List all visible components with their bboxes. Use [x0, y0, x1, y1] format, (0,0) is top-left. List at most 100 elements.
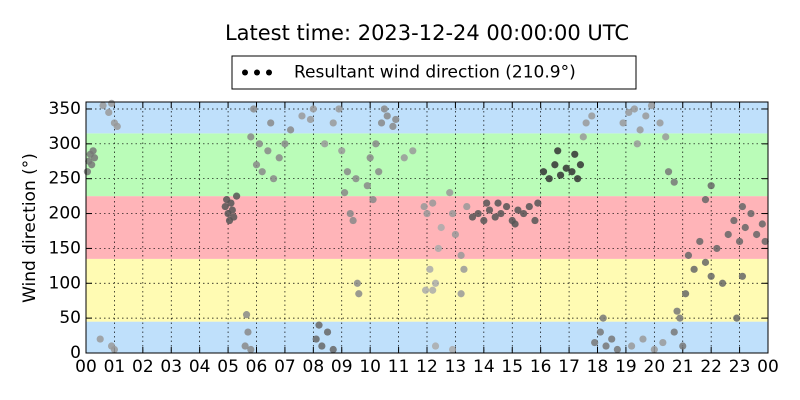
data-point — [554, 147, 562, 155]
data-point — [514, 206, 522, 214]
data-point — [738, 202, 747, 211]
data-point — [335, 105, 343, 113]
x-tick-label: 02 — [132, 357, 154, 377]
data-point — [446, 189, 454, 197]
data-point — [340, 189, 349, 197]
data-point — [460, 265, 468, 273]
data-point — [741, 223, 749, 232]
x-tick-label: 20 — [644, 357, 666, 377]
data-point — [628, 342, 636, 350]
x-tick-label: 12 — [416, 357, 438, 377]
data-point — [247, 345, 255, 354]
data-point — [242, 311, 251, 319]
data-point — [579, 133, 587, 141]
data-point — [608, 335, 616, 343]
x-tick-label: 13 — [445, 357, 467, 377]
data-point — [457, 290, 465, 298]
data-point — [602, 342, 610, 350]
data-point — [591, 338, 599, 347]
data-point — [735, 237, 744, 246]
x-tick-label: 15 — [501, 357, 523, 377]
data-point — [247, 133, 255, 141]
data-point — [562, 164, 570, 172]
data-point — [474, 209, 482, 218]
data-point — [633, 140, 641, 148]
data-point — [758, 220, 766, 228]
data-point — [352, 175, 360, 183]
data-point — [431, 279, 440, 287]
chart-title: Latest time: 2023-12-24 00:00:00 UTC — [225, 21, 629, 45]
data-point — [434, 244, 442, 253]
data-point — [576, 161, 585, 169]
data-point — [468, 213, 477, 221]
data-point — [568, 168, 576, 176]
data-point — [377, 119, 386, 127]
data-point — [463, 202, 471, 211]
data-point — [761, 237, 769, 246]
data-point — [636, 126, 644, 134]
x-tick-label: 10 — [359, 357, 381, 377]
y-tick-label: 250 — [49, 169, 81, 189]
data-point — [338, 147, 346, 155]
data-point — [707, 272, 715, 280]
data-point — [353, 279, 361, 287]
data-point — [556, 171, 565, 179]
data-point — [619, 119, 627, 127]
data-point — [690, 265, 698, 273]
data-point — [267, 119, 275, 127]
data-point — [83, 168, 92, 176]
data-point — [681, 290, 690, 298]
x-tick-label: 19 — [615, 357, 637, 377]
data-point — [298, 112, 306, 120]
data-point — [264, 147, 272, 155]
data-point — [588, 112, 596, 120]
data-point — [281, 140, 289, 148]
data-point — [346, 209, 354, 218]
data-point — [747, 209, 755, 218]
data-point — [426, 265, 434, 273]
y-tick-label: 350 — [49, 99, 81, 119]
data-point — [642, 112, 650, 120]
data-point — [534, 199, 542, 207]
data-point — [647, 101, 656, 110]
data-point — [656, 119, 664, 127]
data-point — [494, 199, 502, 207]
data-point — [312, 335, 320, 343]
data-point — [241, 342, 249, 350]
data-point — [485, 206, 494, 214]
x-tick-label: 11 — [388, 357, 410, 377]
x-tick-label: 18 — [587, 357, 609, 377]
x-tick-label: 05 — [217, 357, 239, 377]
data-point — [431, 342, 440, 350]
data-point — [451, 230, 460, 239]
x-tick-label: 03 — [160, 357, 182, 377]
data-point — [252, 161, 261, 169]
data-point — [718, 279, 727, 287]
data-point — [545, 175, 553, 183]
legend-box — [231, 55, 637, 90]
x-tick-label: 21 — [672, 357, 694, 377]
legend-marker — [266, 69, 272, 76]
data-point — [363, 182, 371, 190]
data-point — [329, 345, 337, 354]
data-point — [343, 168, 352, 176]
data-point — [457, 251, 465, 259]
data-point — [525, 202, 533, 211]
data-point — [287, 126, 295, 134]
data-point — [258, 168, 266, 176]
data-point — [315, 321, 323, 329]
data-point — [670, 178, 678, 186]
legend-marker — [242, 69, 248, 76]
data-point — [502, 202, 511, 211]
data-point — [420, 202, 428, 211]
y-tick-label: 100 — [49, 273, 81, 293]
x-tick-label: 22 — [700, 357, 722, 377]
data-point — [99, 101, 107, 110]
data-point — [625, 108, 633, 117]
y-tick-label: 150 — [49, 238, 81, 258]
data-point — [724, 230, 732, 239]
x-tick-label: 14 — [473, 357, 495, 377]
data-point — [107, 99, 116, 107]
